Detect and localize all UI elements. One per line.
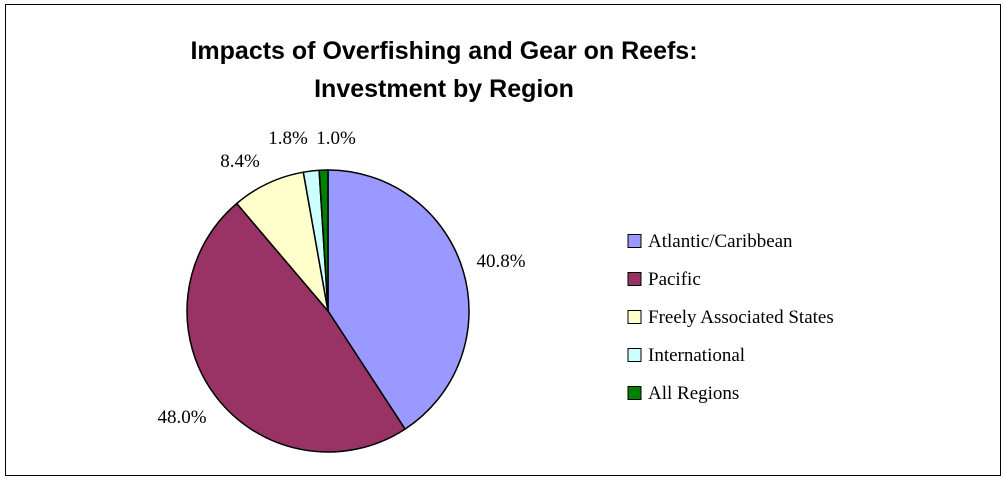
pie-slice-all-regions [318, 169, 329, 312]
legend-swatch-atlantic-caribbean [627, 234, 642, 248]
legend: Atlantic/Caribbean Pacific Freely Associat… [627, 231, 834, 404]
data-label-freely-associated-states: 8.4% [220, 151, 260, 172]
legend-swatch-pacific [627, 272, 642, 286]
legend-label-freely-associated-states: Freely Associated States [648, 307, 834, 328]
chart-title-line-2: Investment by Region [314, 75, 574, 103]
data-label-pacific: 48.0% [157, 407, 206, 428]
chart-frame: Impacts of Overfishing and Gear on Reefs… [5, 4, 1001, 476]
legend-label-pacific: Pacific [648, 269, 701, 290]
legend-label-international: International [648, 345, 745, 366]
legend-label-atlantic-caribbean: Atlantic/Caribbean [648, 231, 793, 252]
legend-swatch-freely-associated-states [627, 310, 642, 324]
legend-swatch-all-regions [627, 386, 642, 400]
chart-title-line-1: Impacts of Overfishing and Gear on Reefs… [190, 37, 697, 65]
data-label-atlantic-caribbean: 40.8% [476, 251, 525, 272]
data-label-international: 1.8% [268, 128, 308, 149]
pie-slices [186, 169, 470, 453]
legend-label-all-regions: All Regions [648, 383, 739, 404]
pie-data-labels: 40.8% 48.0% 8.4% 1.8% 1.0% [157, 128, 525, 428]
legend-swatch-international [627, 348, 642, 362]
data-label-all-regions: 1.0% [316, 128, 356, 149]
pie-chart: Impacts of Overfishing and Gear on Reefs… [157, 37, 834, 453]
pie-slice-pacific [186, 202, 407, 453]
